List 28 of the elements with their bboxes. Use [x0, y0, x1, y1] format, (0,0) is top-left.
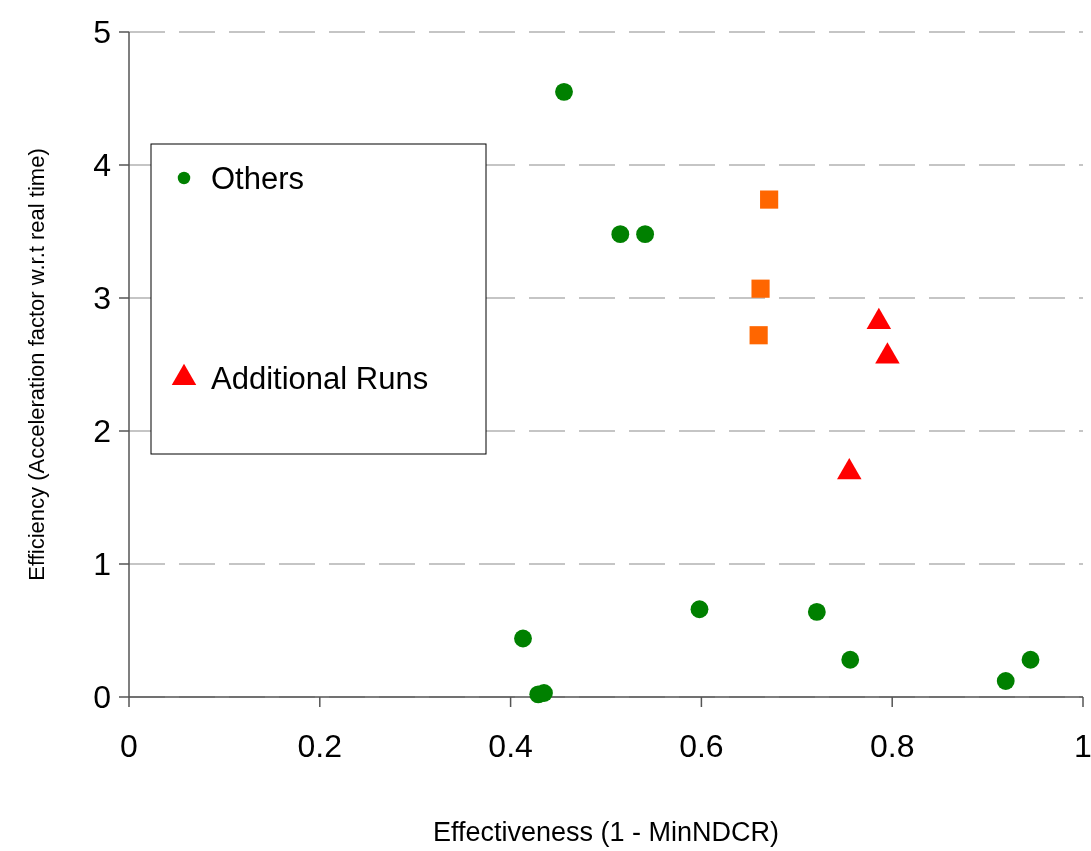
y-tick-label: 4	[93, 147, 111, 184]
y-axis-title: Efficiency (Acceleration factor w.r.t real time)	[24, 148, 49, 581]
point	[514, 629, 532, 648]
y-tick-label: 2	[93, 413, 111, 450]
point	[1021, 650, 1040, 669]
point	[760, 190, 779, 209]
legend-label: Additional Runs	[211, 360, 429, 396]
x-axis-title: Effectiveness (1 - MinNDCR)	[432, 817, 780, 847]
point	[555, 82, 573, 101]
point	[996, 672, 1015, 690]
x-tick-label: 0.4	[488, 728, 533, 764]
x-tick-label: 0.8	[869, 728, 915, 764]
point	[841, 650, 860, 669]
point	[611, 225, 630, 244]
point	[749, 326, 768, 345]
x-tick-label: 0.2	[297, 728, 343, 764]
x-tick-label: 0.6	[679, 728, 724, 764]
y-tick-label: 5	[93, 14, 111, 51]
point	[807, 602, 826, 621]
y-tick-label: 0	[93, 679, 111, 716]
point	[636, 225, 655, 244]
x-tick-label: 0	[120, 728, 138, 764]
x-tick-label: 1	[1074, 728, 1091, 764]
point	[690, 600, 709, 619]
point	[751, 279, 770, 298]
y-tick-label: 3	[93, 280, 111, 317]
legend-label: Others	[211, 160, 305, 196]
y-tick-label: 1	[93, 546, 111, 583]
